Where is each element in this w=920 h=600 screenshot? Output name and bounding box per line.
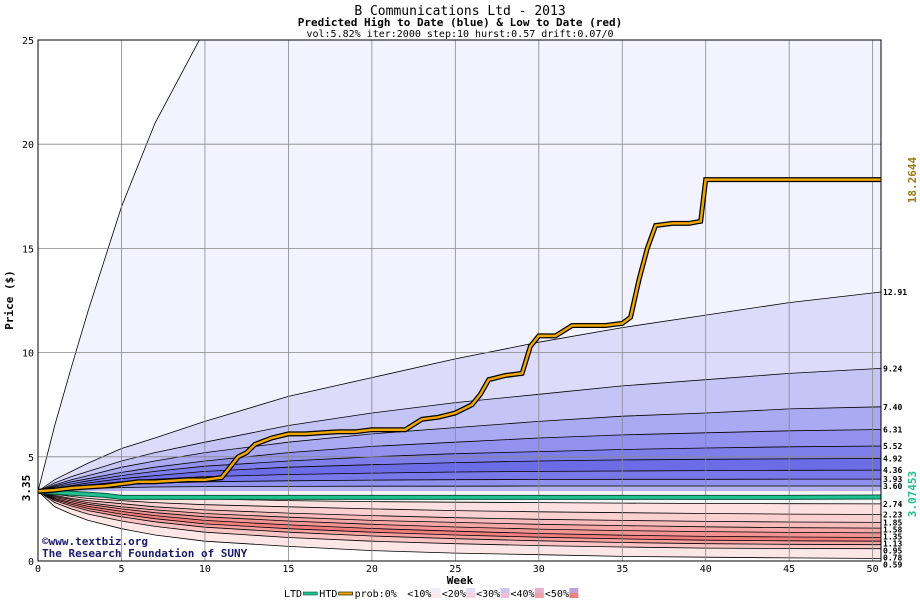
y-tick-label: 10: [22, 349, 34, 360]
band-end-label: 6.31: [883, 425, 902, 434]
x-tick-label: 45: [783, 564, 795, 575]
band-end-label: 5.52: [883, 442, 902, 451]
legend-swatch-prob-2-lower: [431, 593, 441, 598]
legend-swatch-prob-5-lower: [534, 593, 544, 598]
x-tick-label: 0: [35, 564, 41, 575]
legend-swatch-htd: [338, 591, 353, 596]
band-end-label: 1.13: [883, 539, 902, 548]
credit-organization: The Research Foundation of SUNY: [42, 547, 248, 560]
x-tick-label: 5: [118, 564, 124, 575]
band-end-label: 1.35: [883, 532, 902, 541]
band-end-labels: 12.91 9.24 7.40 6.31 5.52 4.92 4.363.933.60 2.7…: [883, 288, 907, 569]
chart-title: B Communications Ltd - 2013: [354, 4, 565, 19]
legend-swatch-prob-1: [397, 588, 407, 593]
band-end-label: 9.24: [883, 364, 902, 373]
band-end-label: 0.59: [883, 560, 902, 569]
legend-swatch-prob-6-lower: [569, 593, 579, 598]
y-tick-label: 20: [22, 140, 34, 151]
x-tick-label: 15: [282, 564, 294, 575]
legend-swatch-prob-4-lower: [500, 593, 510, 598]
data-series: [38, 177, 881, 500]
start-price-label: 3.35: [20, 475, 33, 502]
band-end-label: 4.92: [883, 454, 902, 463]
legend-label-prob-5: <40%: [511, 589, 535, 600]
band-end-label: 3.93: [883, 475, 902, 484]
legend-swatch-prob-4: [500, 588, 510, 593]
band-end-label: 2.74: [883, 500, 902, 509]
credit-copyright: ©www.textbiz.org: [42, 535, 148, 548]
legend-swatch-prob-2: [431, 588, 441, 593]
legend-label-ltd: LTD: [284, 589, 302, 600]
legend-label-prob-3: <20%: [442, 589, 466, 600]
chart-subtitle: Predicted High to Date (blue) & Low to D…: [298, 16, 623, 29]
chart-legend: LTD HTD prob:0% <10% <20% <30% <40% <50%: [284, 588, 579, 600]
legend-label-htd: HTD: [319, 589, 337, 600]
htd-line: [38, 178, 881, 493]
x-tick-label: 25: [449, 564, 461, 575]
band-end-label: 1.85: [883, 518, 902, 527]
band-end-label: 3.60: [883, 482, 902, 491]
band-end-label: 1.58: [883, 525, 902, 534]
ltd-end-label: 3.07453: [906, 471, 919, 517]
htd-end-label: 18.2644: [906, 156, 919, 203]
legend-label-prob-6: <50%: [545, 589, 569, 600]
legend-swatch-ltd: [302, 591, 318, 596]
legend-swatch-prob-3-lower: [466, 593, 476, 598]
band-end-label: 7.40: [883, 403, 902, 412]
y-tick-label: 5: [28, 453, 34, 464]
x-tick-label: 30: [533, 564, 545, 575]
legend-swatch-prob-1-lower: [397, 593, 407, 598]
x-axis-label: Week: [447, 574, 474, 587]
legend-label-prob-1: prob:0%: [355, 589, 397, 600]
plot-frame: [37, 39, 882, 562]
ltd-line: [38, 489, 881, 499]
x-tick-label: 10: [199, 564, 211, 575]
y-tick-label: 15: [22, 244, 34, 255]
band-boundary-line-1: [38, 40, 200, 492]
band-end-label: 2.23: [883, 511, 902, 520]
y-tick-label: 25: [22, 36, 34, 47]
x-tick-label: 40: [700, 564, 712, 575]
chart-parameters: vol:5.82% iter:2000 step:10 hurst:0.57 d…: [306, 29, 613, 40]
x-tick-label: 35: [616, 564, 628, 575]
band-end-label: 0.95: [883, 546, 902, 555]
y-axis-label: Price ($): [3, 270, 16, 330]
legend-swatch-prob-3: [466, 588, 476, 593]
legend-swatch-prob-6: [569, 588, 579, 593]
band-end-label: 12.91: [883, 288, 907, 297]
legend-label-prob-4: <30%: [476, 589, 500, 600]
probability-bands: [38, 40, 881, 559]
y-tick-label: 0: [28, 557, 34, 568]
legend-label-prob-2: <10%: [407, 589, 431, 600]
band-end-label: 0.78: [883, 553, 902, 562]
x-tick-label: 20: [366, 564, 378, 575]
band-end-label: 4.36: [883, 466, 902, 475]
upper-band-10: [38, 486, 881, 492]
legend-swatch-prob-5: [534, 588, 544, 593]
x-tick-label: 50: [867, 564, 879, 575]
axis-ticks: 0 5 10 15 20 25 30 35 40 45 50 0 5 10 15 20 25: [22, 36, 879, 575]
